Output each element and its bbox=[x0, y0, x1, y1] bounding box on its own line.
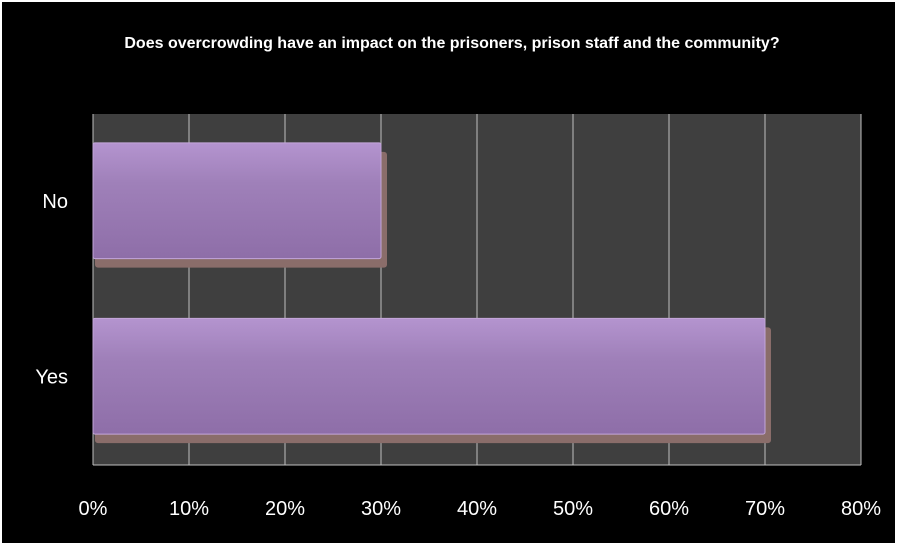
x-tick-label: 10% bbox=[169, 498, 209, 520]
x-tick-label: 20% bbox=[265, 498, 305, 520]
x-tick-label: 70% bbox=[745, 498, 785, 520]
x-tick-label: 50% bbox=[553, 498, 593, 520]
bar-no bbox=[92, 142, 382, 260]
x-tick-label: 60% bbox=[649, 498, 689, 520]
bar-yes bbox=[92, 317, 766, 435]
x-tick-label: 40% bbox=[457, 498, 497, 520]
category-label-yes: Yes bbox=[35, 366, 68, 388]
x-tick-label: 80% bbox=[841, 498, 881, 520]
x-tick-label: 0% bbox=[79, 498, 108, 520]
category-label-no: No bbox=[42, 191, 68, 213]
chart-title: Does overcrowding have an impact on the … bbox=[124, 35, 780, 52]
x-tick-label: 30% bbox=[361, 498, 401, 520]
